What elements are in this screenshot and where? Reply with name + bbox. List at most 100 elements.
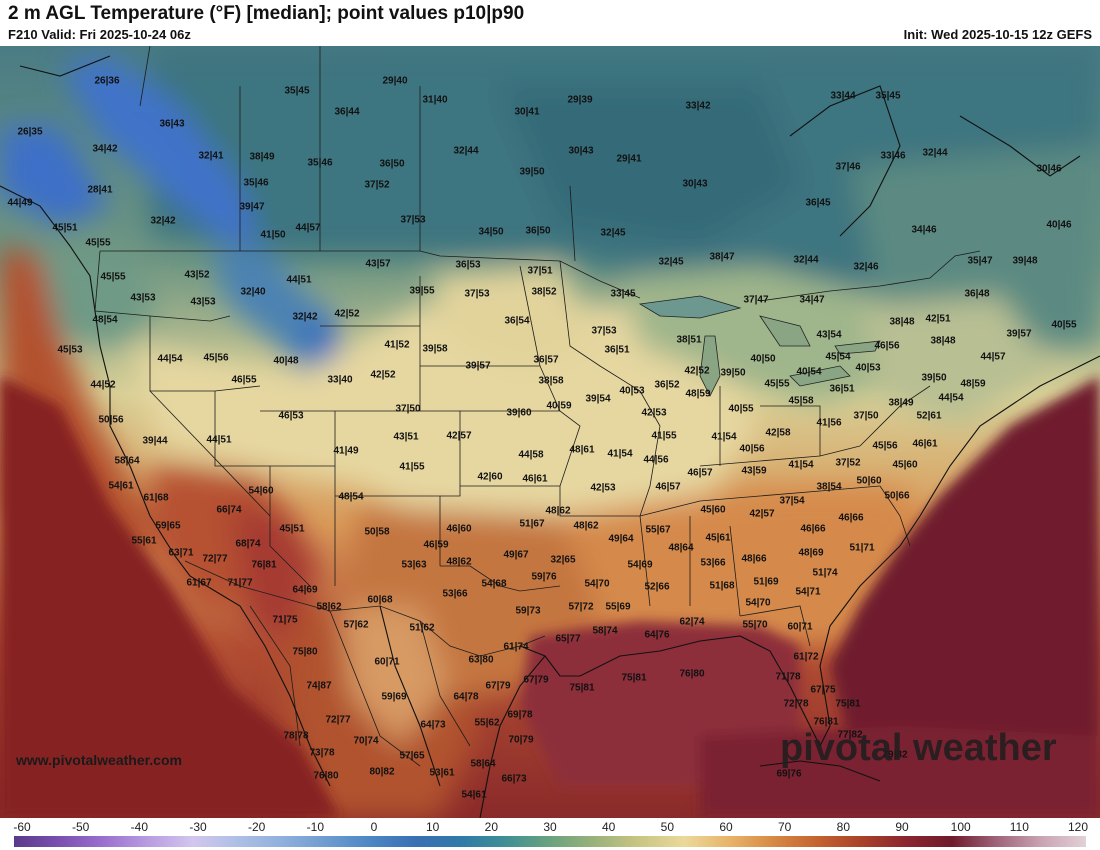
point-value: 53|66 xyxy=(700,557,726,569)
point-value: 45|61 xyxy=(705,532,731,544)
point-value: 40|48 xyxy=(273,355,299,367)
point-value: 40|54 xyxy=(796,366,822,378)
point-value: 61|74 xyxy=(503,641,529,653)
point-value: 77|82 xyxy=(837,729,863,741)
point-value: 35|47 xyxy=(967,255,993,267)
point-value: 44|51 xyxy=(206,434,232,446)
point-value: 42|52 xyxy=(684,365,710,377)
point-value: 29|40 xyxy=(382,75,408,87)
valid-time: F210 Valid: Fri 2025-10-24 06z xyxy=(8,27,191,42)
point-value: 67|79 xyxy=(485,680,511,692)
point-value: 54|60 xyxy=(248,485,274,497)
point-value: 72|78 xyxy=(783,698,809,710)
point-value: 36|54 xyxy=(504,315,530,327)
temperature-map[interactable]: 26|36 35|45 29|40 31|40 30|41 29|39 33|42 33|44… xyxy=(0,46,1100,818)
legend-tick: 0 xyxy=(370,820,378,834)
point-value: 76|81 xyxy=(813,716,839,728)
point-value: 45|51 xyxy=(279,523,305,535)
point-value: 37|50 xyxy=(395,403,421,415)
point-value: 44|58 xyxy=(518,449,544,461)
point-value: 46|56 xyxy=(874,340,900,352)
point-value: 37|53 xyxy=(591,325,617,337)
legend-tick: 100 xyxy=(950,820,971,834)
point-value: 46|53 xyxy=(278,410,304,422)
point-value: 41|54 xyxy=(711,431,737,443)
point-value: 34|50 xyxy=(478,226,504,238)
point-value: 55|69 xyxy=(605,601,631,613)
point-value: 29|41 xyxy=(616,153,642,165)
point-value: 54|69 xyxy=(627,559,653,571)
point-value: 38|51 xyxy=(676,334,702,346)
point-value: 41|54 xyxy=(788,459,814,471)
point-value: 48|59 xyxy=(685,388,711,400)
point-value: 39|50 xyxy=(720,367,746,379)
map-header: 2 m AGL Temperature (°F) [median]; point… xyxy=(0,0,1100,46)
point-value: 36|45 xyxy=(805,197,831,209)
point-value: 39|60 xyxy=(506,407,532,419)
point-value: 37|53 xyxy=(400,214,426,226)
point-value: 33|45 xyxy=(610,288,636,300)
point-value: 54|68 xyxy=(481,578,507,590)
point-value: 34|46 xyxy=(911,224,937,236)
point-value: 48|64 xyxy=(668,542,694,554)
point-value: 46|61 xyxy=(522,473,548,485)
point-value: 54|70 xyxy=(584,578,610,590)
point-value: 45|55 xyxy=(764,378,790,390)
point-value: 37|50 xyxy=(853,410,879,422)
point-value: 55|70 xyxy=(742,619,768,631)
point-value: 43|51 xyxy=(393,431,419,443)
point-value: 48|62 xyxy=(573,520,599,532)
point-value: 45|56 xyxy=(872,440,898,452)
point-value: 58|74 xyxy=(592,625,618,637)
point-value: 58|62 xyxy=(316,601,342,613)
init-time: Init: Wed 2025-10-15 12z GEFS xyxy=(903,27,1092,42)
point-value: 36|50 xyxy=(525,225,551,237)
legend-tick: 50 xyxy=(660,820,675,834)
point-value: 46|66 xyxy=(838,512,864,524)
point-value: 50|58 xyxy=(364,526,390,538)
point-value: 79|82 xyxy=(882,749,908,761)
point-value: 40|55 xyxy=(728,403,754,415)
point-value: 60|68 xyxy=(367,594,393,606)
point-value: 32|40 xyxy=(240,286,266,298)
legend-tick: 80 xyxy=(836,820,851,834)
point-value: 39|50 xyxy=(519,166,545,178)
legend-tick: 110 xyxy=(1009,820,1029,834)
point-value: 75|80 xyxy=(292,646,318,658)
point-value: 42|52 xyxy=(334,308,360,320)
point-value: 57|65 xyxy=(399,750,425,762)
point-value: 36|53 xyxy=(455,259,481,271)
legend-tick: -50 xyxy=(71,820,90,834)
point-value: 26|36 xyxy=(94,75,120,87)
point-value: 37|51 xyxy=(527,265,553,277)
point-value: 46|57 xyxy=(687,467,713,479)
legend-tick: -60 xyxy=(13,820,31,834)
point-value: 75|81 xyxy=(835,698,861,710)
point-value: 65|77 xyxy=(555,633,581,645)
point-value: 68|74 xyxy=(235,538,261,550)
point-value: 44|49 xyxy=(7,197,33,209)
site-url: www.pivotalweather.com xyxy=(16,752,182,768)
point-value: 75|81 xyxy=(621,672,647,684)
point-value: 43|57 xyxy=(365,258,391,270)
point-value: 78|78 xyxy=(283,730,309,742)
point-value: 39|57 xyxy=(465,360,491,372)
point-value: 53|61 xyxy=(429,767,455,779)
point-value: 42|58 xyxy=(765,427,791,439)
map-title: 2 m AGL Temperature (°F) [median]; point… xyxy=(8,3,525,24)
point-value: 31|40 xyxy=(422,94,448,106)
point-value: 40|53 xyxy=(619,385,645,397)
point-value: 32|44 xyxy=(453,145,479,157)
legend-tick: 40 xyxy=(601,820,616,834)
point-value: 39|54 xyxy=(585,393,611,405)
point-value: 54|61 xyxy=(108,480,134,492)
point-value: 32|42 xyxy=(292,311,318,323)
point-value: 32|46 xyxy=(853,261,879,273)
point-value: 46|61 xyxy=(912,438,938,450)
point-value: 44|57 xyxy=(295,222,321,234)
point-value: 76|81 xyxy=(251,559,277,571)
legend-tick: 90 xyxy=(895,820,909,834)
point-value: 30|43 xyxy=(682,178,708,190)
ocean-field xyxy=(0,376,1100,818)
point-value: 70|79 xyxy=(508,734,534,746)
